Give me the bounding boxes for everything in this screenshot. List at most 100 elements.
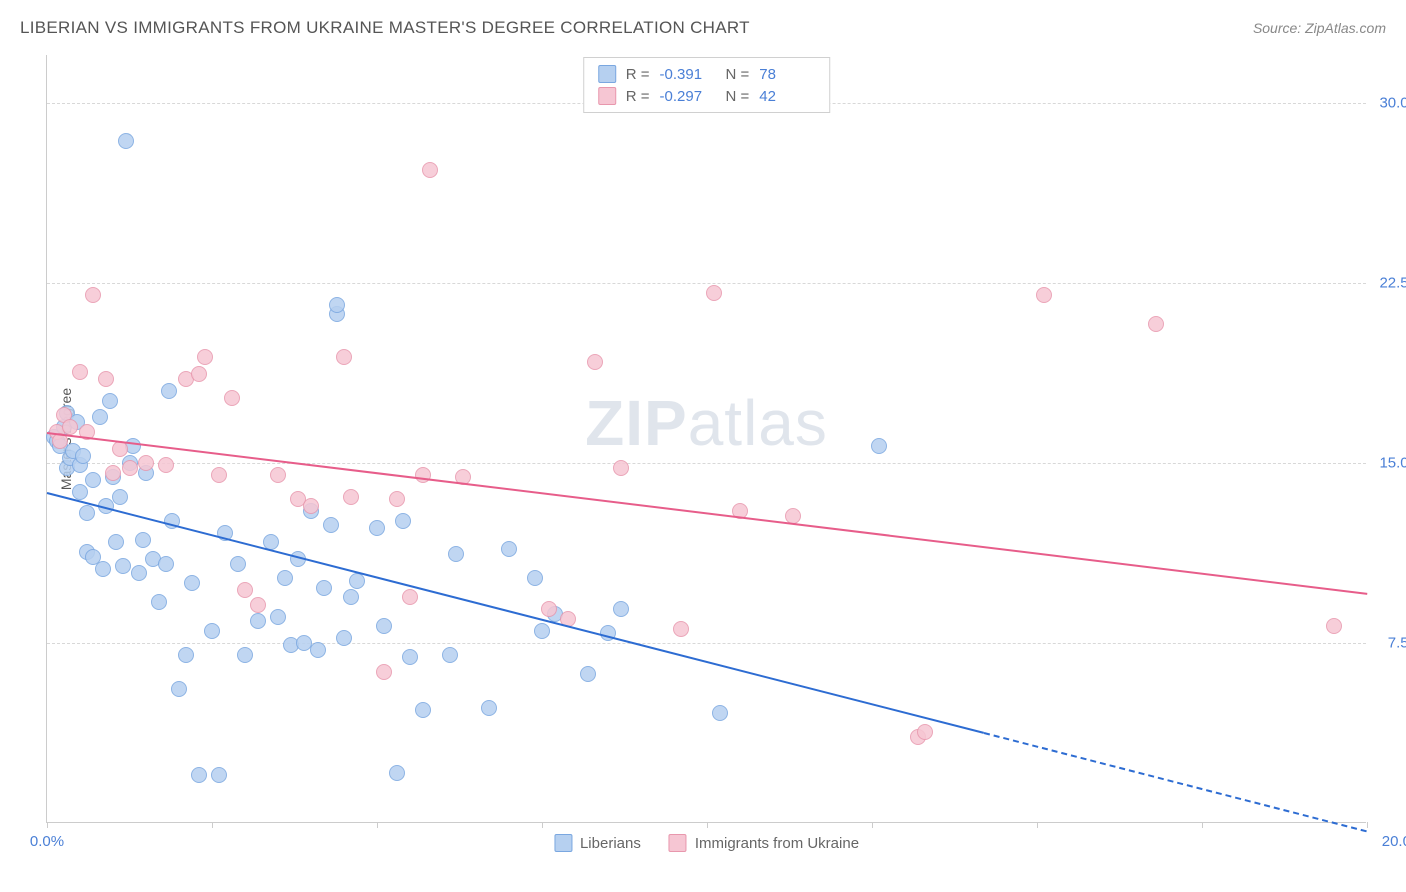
scatter-point [108, 534, 124, 550]
scatter-point [329, 297, 345, 313]
chart-header: LIBERIAN VS IMMIGRANTS FROM UKRAINE MAST… [20, 18, 1386, 38]
scatter-point [250, 597, 266, 613]
scatter-point [122, 460, 138, 476]
scatter-point [72, 484, 88, 500]
scatter-point [270, 467, 286, 483]
y-tick-label: 7.5% [1372, 635, 1406, 652]
scatter-point [527, 570, 543, 586]
scatter-point [1036, 287, 1052, 303]
stat-n-label: N = [726, 88, 750, 105]
legend-label: Immigrants from Ukraine [695, 835, 859, 852]
trend-line [47, 432, 1367, 595]
y-tick-label: 22.5% [1372, 275, 1406, 292]
scatter-point [230, 556, 246, 572]
scatter-point [336, 630, 352, 646]
scatter-point [448, 546, 464, 562]
scatter-point [376, 664, 392, 680]
legend-label: Liberians [580, 835, 641, 852]
stats-box: R =-0.391N =78R =-0.297N =42 [583, 57, 831, 113]
scatter-point [712, 705, 728, 721]
scatter-point [158, 457, 174, 473]
scatter-point [395, 513, 411, 529]
scatter-point [415, 702, 431, 718]
watermark: ZIPatlas [585, 386, 828, 460]
scatter-point [161, 383, 177, 399]
y-tick-label: 15.0% [1372, 455, 1406, 472]
scatter-point [871, 438, 887, 454]
scatter-point [115, 558, 131, 574]
scatter-point [481, 700, 497, 716]
scatter-point [303, 498, 319, 514]
scatter-point [587, 354, 603, 370]
trend-line [984, 732, 1367, 832]
chart-title: LIBERIAN VS IMMIGRANTS FROM UKRAINE MAST… [20, 18, 750, 38]
scatter-point [204, 623, 220, 639]
scatter-point [85, 472, 101, 488]
scatter-point [92, 409, 108, 425]
scatter-point [118, 133, 134, 149]
scatter-point [131, 565, 147, 581]
x-tick [1367, 822, 1368, 828]
scatter-point [138, 455, 154, 471]
scatter-point [102, 393, 118, 409]
scatter-point [613, 460, 629, 476]
chart-source: Source: ZipAtlas.com [1253, 20, 1386, 36]
y-tick-label: 30.0% [1372, 95, 1406, 112]
scatter-point [501, 541, 517, 557]
x-tick [377, 822, 378, 828]
scatter-point [158, 556, 174, 572]
scatter-point [178, 647, 194, 663]
stat-n-value: 42 [759, 88, 815, 105]
stat-n-label: N = [726, 66, 750, 83]
scatter-point [237, 582, 253, 598]
scatter-point [98, 371, 114, 387]
x-tick-label: 20.0% [1382, 833, 1406, 850]
scatter-point [105, 465, 121, 481]
scatter-point [191, 366, 207, 382]
stat-r-value: -0.297 [660, 88, 716, 105]
scatter-point [316, 580, 332, 596]
scatter-point [171, 681, 187, 697]
plot-area: Master's Degree ZIPatlas 7.5%15.0%22.5%3… [46, 55, 1366, 823]
scatter-point [442, 647, 458, 663]
stats-row: R = -0.297 N = 42 [598, 85, 816, 107]
scatter-point [135, 532, 151, 548]
x-tick [542, 822, 543, 828]
scatter-point [343, 589, 359, 605]
scatter-point [343, 489, 359, 505]
scatter-point [191, 767, 207, 783]
scatter-point [95, 561, 111, 577]
scatter-point [389, 765, 405, 781]
legend-swatch [669, 834, 687, 852]
scatter-point [151, 594, 167, 610]
x-tick [47, 822, 48, 828]
scatter-point [79, 505, 95, 521]
scatter-point [706, 285, 722, 301]
x-tick [707, 822, 708, 828]
gridline [47, 463, 1366, 464]
scatter-point [1326, 618, 1342, 634]
stats-row: R =-0.391N =78 [598, 63, 816, 85]
scatter-point [917, 724, 933, 740]
scatter-point [613, 601, 629, 617]
scatter-point [422, 162, 438, 178]
scatter-point [112, 489, 128, 505]
scatter-point [211, 467, 227, 483]
scatter-point [336, 349, 352, 365]
scatter-point [237, 647, 253, 663]
stat-r-label: R = [626, 88, 650, 105]
legend-swatch [598, 65, 616, 83]
scatter-point [270, 609, 286, 625]
legend-item: Liberians [554, 834, 641, 852]
scatter-point [580, 666, 596, 682]
scatter-point [277, 570, 293, 586]
legend-swatch [598, 87, 616, 105]
gridline [47, 643, 1366, 644]
scatter-point [75, 448, 91, 464]
scatter-point [402, 649, 418, 665]
x-tick [1037, 822, 1038, 828]
stat-r-label: R = [626, 66, 650, 83]
legend-item: Immigrants from Ukraine [669, 834, 859, 852]
gridline [47, 283, 1366, 284]
scatter-point [62, 419, 78, 435]
